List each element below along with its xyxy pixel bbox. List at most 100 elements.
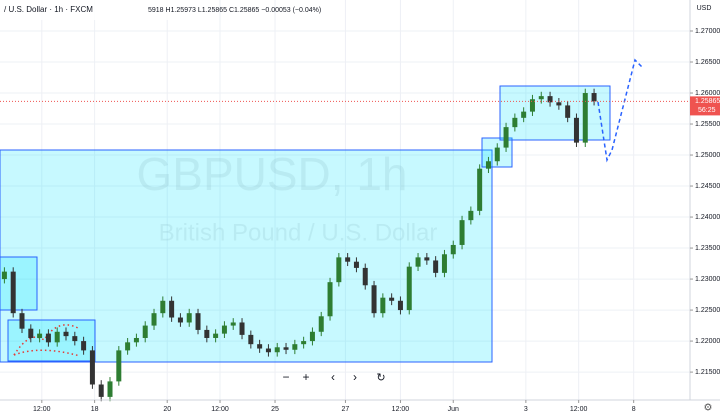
y-tick-label: 1.22500 [695, 307, 720, 314]
candle-body [389, 297, 395, 301]
candle-body [547, 96, 553, 103]
candle-body [239, 322, 245, 335]
candle-body [151, 313, 157, 326]
candle-body [521, 111, 527, 118]
candle-body [81, 341, 87, 351]
candle-body [424, 257, 430, 261]
candle-body [248, 334, 254, 345]
candle-body [362, 267, 368, 286]
arc [13, 324, 79, 356]
candle-body [63, 331, 69, 337]
symbol: / U.S. Dollar · 1h · FXCM [4, 5, 93, 14]
axes: 1.27000 1.26500 1.26000 1.25500 1.25000 1.245… [0, 28, 720, 413]
candle-body [406, 266, 412, 311]
candle-body [459, 220, 465, 245]
x-tick-label: 8 [632, 406, 636, 413]
candle-body [195, 313, 201, 330]
candle-body [169, 300, 175, 318]
candle-body [274, 347, 280, 353]
y-tick-label: 1.25000 [695, 152, 720, 159]
candle-body [160, 300, 166, 314]
candle-body [133, 337, 139, 343]
candle-body [573, 117, 579, 143]
candle-body [283, 347, 289, 350]
candle-body [37, 333, 43, 338]
candle-body [45, 333, 51, 343]
settings[interactable]: ⚙ [704, 403, 713, 414]
candle-body [265, 348, 271, 353]
candle-body [19, 313, 25, 329]
toolbar: − + ‹ › ↻ [282, 370, 385, 384]
grid [0, 0, 690, 400]
candle-body [28, 328, 34, 338]
candle-body [591, 93, 597, 102]
y-tick-label: 1.24500 [695, 183, 720, 190]
candle-body [582, 93, 588, 143]
scroll-left[interactable]: ‹ [331, 370, 335, 384]
candle-body [301, 341, 307, 345]
candle-body [107, 381, 113, 397]
last-price-tag [690, 96, 720, 116]
reset[interactable]: ↻ [376, 372, 385, 384]
ohlc: 5918 H1.25973 L1.25865 C1.25865 −0.00053… [148, 7, 321, 14]
candle-body [318, 316, 324, 332]
candle-body [477, 168, 483, 211]
scroll-right[interactable]: › [353, 370, 357, 384]
x-tick-label: 18 [91, 406, 99, 413]
candle-body [186, 313, 192, 323]
candle-body [98, 384, 104, 397]
candle-body [485, 161, 491, 169]
arc [13, 349, 81, 357]
x-tick-label: Jun [448, 406, 459, 413]
y-tick-label: 1.23000 [695, 276, 720, 283]
candle-body [89, 350, 95, 385]
candle-body [441, 254, 447, 273]
candle-body [309, 331, 315, 342]
x-tick-label: 12:00 [33, 406, 51, 413]
candle-body [10, 271, 16, 314]
candle-body [512, 117, 518, 128]
candle-body [556, 102, 562, 106]
box [0, 149, 493, 363]
x-tick-label: 12:00 [570, 406, 588, 413]
candle-body [450, 244, 456, 255]
header-bg [0, 0, 200, 20]
candles [1, 88, 597, 402]
zoom-in[interactable]: + [302, 370, 309, 384]
candle-body [565, 105, 571, 118]
currency: USD [697, 5, 712, 12]
y-tick-label: 1.21500 [695, 369, 720, 376]
y-tick-label: 1.25500 [695, 121, 720, 128]
x-tick-label: 12:00 [211, 406, 229, 413]
candle-body [54, 331, 60, 343]
candle-body [468, 210, 474, 221]
candle-body [433, 260, 439, 273]
candle-body [529, 99, 535, 112]
last-price-label: 1.25865 [695, 98, 720, 105]
x-tick-label: 3 [524, 406, 528, 413]
candle-body [125, 342, 131, 351]
zoom-out[interactable]: − [282, 370, 289, 384]
watermark: GBPUSD, 1h [137, 148, 408, 200]
candle-body [213, 333, 219, 338]
y-tick-label: 1.22000 [695, 338, 720, 345]
candle-body [494, 147, 500, 162]
candle-body [177, 317, 183, 323]
candle-body [72, 336, 78, 342]
candle-body [327, 282, 333, 317]
y-tick-label: 1.26000 [695, 90, 720, 97]
candle-body [116, 350, 122, 382]
x-tick-label: 25 [271, 406, 279, 413]
candle-body [221, 325, 227, 334]
candle-body [371, 285, 377, 314]
y-tick-label: 1.26500 [695, 59, 720, 66]
candle-body [415, 257, 421, 267]
candle-body [292, 344, 298, 350]
x-tick-label: 27 [342, 406, 350, 413]
candle-body [142, 325, 148, 338]
countdown: 56:25 [698, 107, 716, 114]
drawings [0, 85, 611, 363]
